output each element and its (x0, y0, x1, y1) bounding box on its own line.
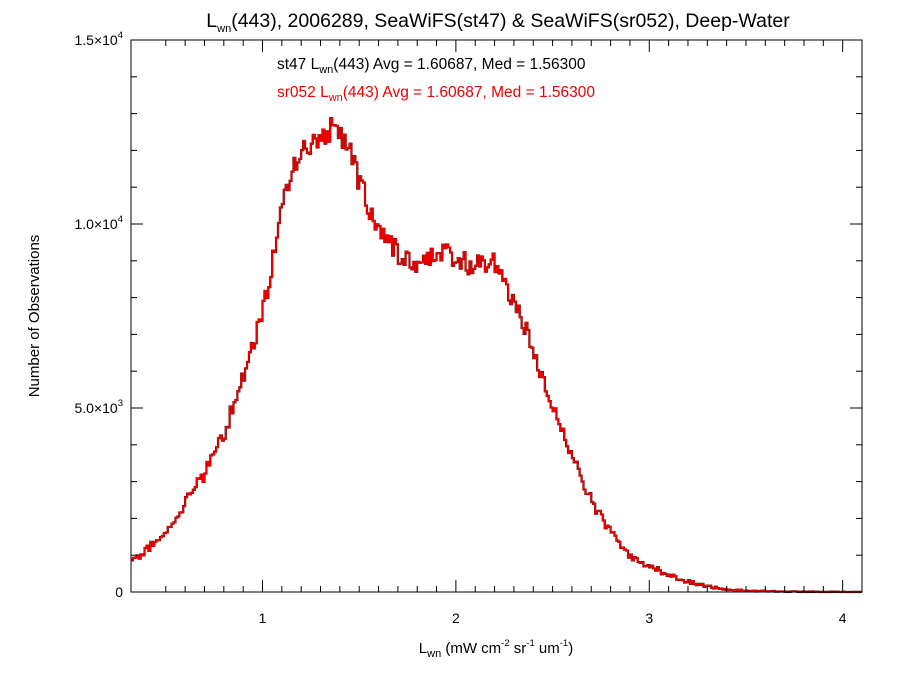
y-tick-label: 5.0×103 (74, 398, 123, 416)
y-tick-label: 1.0×104 (74, 214, 123, 232)
plot-frame (130, 39, 863, 593)
x-axis-label: Lwn (mW cm-2 sr-1 um-1) (419, 638, 573, 660)
x-tick-label: 2 (452, 610, 460, 626)
chart-title: Lwn(443), 2006289, SeaWiFS(st47) & SeaWi… (206, 10, 790, 35)
annotation-sr052: sr052 Lwn(443) Avg = 1.60687, Med = 1.56… (277, 84, 595, 104)
annotation-st47: st47 Lwn(443) Avg = 1.60687, Med = 1.563… (277, 56, 586, 76)
x-tick-label: 4 (839, 610, 847, 626)
histogram-series-sr052 (131, 117, 862, 593)
y-tick-label: 0 (115, 584, 123, 600)
y-axis-label: Number of Observations (26, 235, 43, 398)
series-layer (131, 117, 862, 594)
x-tick-label: 1 (259, 610, 267, 626)
x-tick-label: 3 (645, 610, 653, 626)
histogram-series-st47 (131, 117, 862, 594)
axis-ticks: 1 2 3 4 0 5.0×103 1.0×104 1.5×104 (74, 30, 863, 626)
y-tick-label: 1.5×104 (74, 30, 123, 48)
